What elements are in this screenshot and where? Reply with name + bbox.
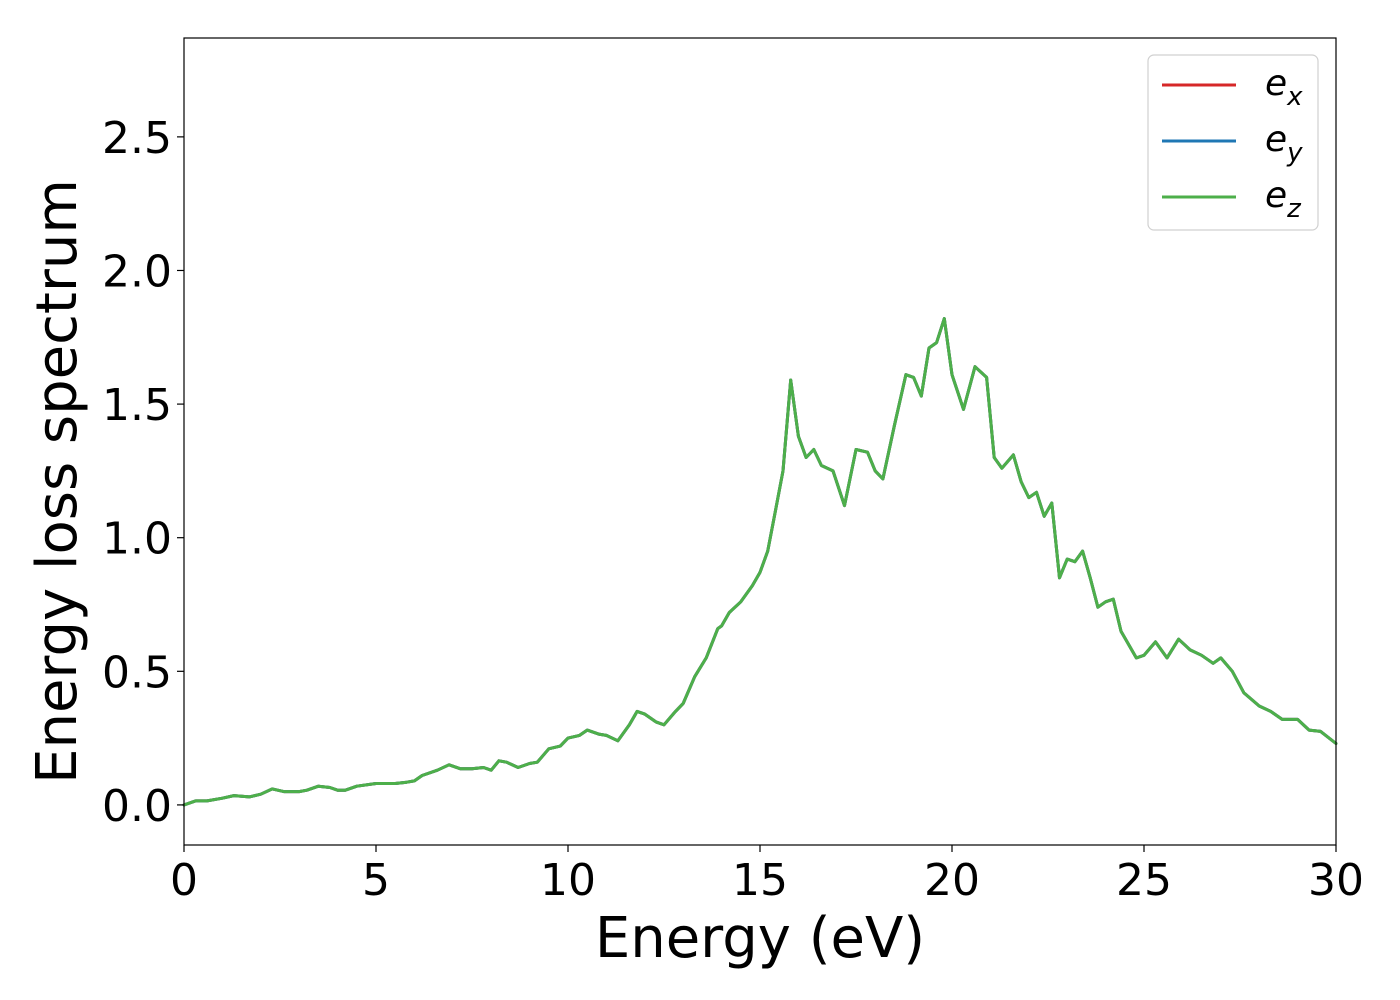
x-tick-label: 30 bbox=[1308, 855, 1364, 906]
y-tick-label: 0.5 bbox=[102, 647, 172, 698]
x-tick-label: 0 bbox=[170, 855, 198, 906]
series-layer bbox=[182, 317, 1338, 807]
y-axis-label: Energy loss spectrum bbox=[25, 179, 90, 784]
legend-label-e-y: ey bbox=[1265, 119, 1303, 168]
y-tick-label: 0.0 bbox=[102, 781, 172, 832]
y-tick-label: 2.5 bbox=[102, 113, 172, 164]
legend-label-base: e bbox=[1265, 119, 1287, 160]
x-axis-label: Energy (eV) bbox=[595, 906, 925, 971]
y-tick-label: 2.0 bbox=[102, 246, 172, 297]
legend-label-subscript: x bbox=[1286, 82, 1303, 112]
x-tick-label: 10 bbox=[540, 855, 596, 906]
legend-label-base: e bbox=[1265, 63, 1287, 104]
x-tick-label: 25 bbox=[1116, 855, 1172, 906]
legend-label-e-z: ez bbox=[1265, 175, 1302, 224]
y-tick-label: 1.5 bbox=[102, 380, 172, 431]
legend-label-subscript: y bbox=[1286, 138, 1303, 168]
legend-label-subscript: z bbox=[1286, 194, 1302, 224]
legend-label-e-x: ex bbox=[1265, 63, 1303, 112]
y-tick-label: 1.0 bbox=[102, 514, 172, 565]
series-line-e-z bbox=[182, 317, 1338, 807]
x-tick-label: 5 bbox=[362, 855, 390, 906]
legend-label-base: e bbox=[1265, 175, 1287, 216]
y-axis-ticks: 0.0 0.5 1.0 1.5 2.0 2.5 bbox=[102, 113, 184, 832]
x-axis-ticks: 0 5 10 15 20 25 30 bbox=[170, 845, 1364, 906]
x-tick-label: 15 bbox=[732, 855, 788, 906]
x-tick-label: 20 bbox=[924, 855, 980, 906]
